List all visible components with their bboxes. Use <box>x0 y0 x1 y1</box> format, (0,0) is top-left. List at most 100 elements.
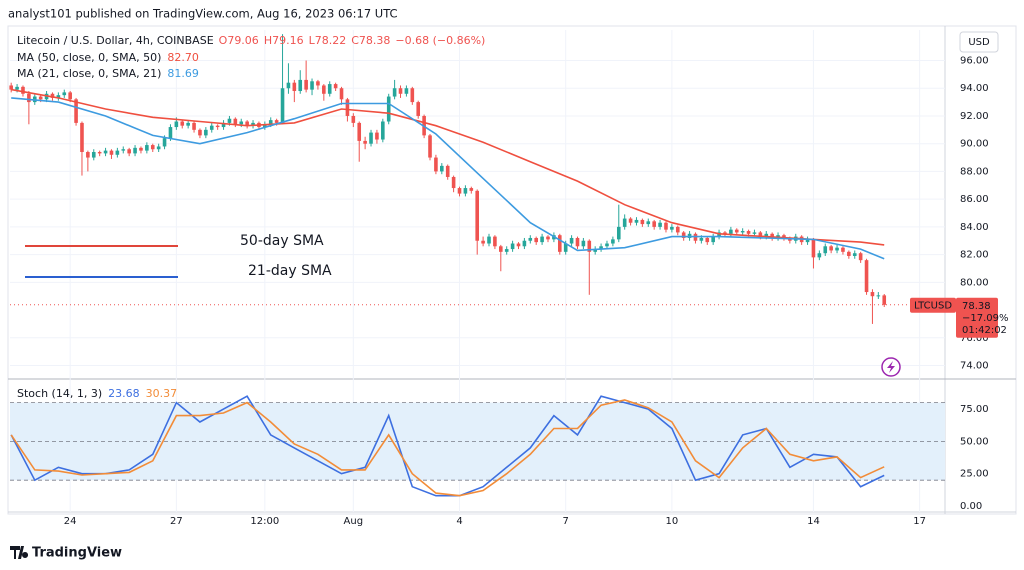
axes: 96.00 94.00 92.00 90.00 88.00 86.00 84.00 82.00… <box>64 56 1009 527</box>
y-tick-label: 88.00 <box>960 166 989 177</box>
footer: TradingView <box>32 546 122 561</box>
candle-body <box>546 236 550 240</box>
candle-body <box>198 129 202 136</box>
candle-body <box>457 188 462 194</box>
series-line <box>11 88 885 246</box>
candle-body <box>870 292 875 297</box>
currency[interactable]: USD <box>968 37 990 48</box>
symbol-title: Litecoin / U.S. Dollar, 4h, COINBASE <box>17 34 214 47</box>
lightning <box>887 361 895 373</box>
candle-body <box>322 85 326 94</box>
candle-body <box>451 176 456 189</box>
candle-body <box>209 125 214 130</box>
candle-body <box>864 260 869 293</box>
candle-body <box>593 249 597 252</box>
candle-body <box>823 246 828 254</box>
candle-body <box>440 165 444 172</box>
candle-body <box>263 124 267 128</box>
candle-body <box>310 81 314 90</box>
candle-body <box>469 188 474 191</box>
legend-main: Litecoin / U.S. Dollar, 4h, COINBASE O79.… <box>17 34 485 47</box>
candle-body <box>528 237 533 241</box>
candle-body <box>858 253 863 261</box>
candle-body <box>622 218 627 227</box>
candle-body <box>841 247 845 252</box>
candle-body <box>646 221 651 225</box>
candle-body <box>664 222 668 230</box>
candle-body <box>245 121 249 126</box>
candle-body <box>392 88 397 97</box>
y-tick-label: 80.00 <box>960 277 989 288</box>
candle-body <box>752 232 757 234</box>
candle-body <box>274 120 279 123</box>
series-name: MA (50, close, 0, SMA, 50) <box>17 51 161 64</box>
x-tick-label: Aug <box>344 516 364 527</box>
y-tick-label: 92.00 <box>960 111 989 122</box>
candle-body <box>770 233 774 238</box>
candle-body <box>204 129 208 136</box>
candle-body <box>80 122 84 153</box>
candle-body <box>156 146 161 150</box>
candle-body <box>168 127 173 139</box>
candle-body <box>21 86 25 94</box>
y-tick-label: 0.00 <box>960 501 982 512</box>
candle-body <box>675 226 680 233</box>
candle-body <box>233 118 238 125</box>
candle-body <box>386 96 391 122</box>
candle-body <box>97 152 102 154</box>
candle-body <box>251 122 255 126</box>
annotation: 50-day SMA <box>240 233 324 249</box>
candle-body <box>227 118 232 123</box>
candle-body <box>416 102 421 116</box>
candle-body <box>74 99 78 123</box>
x-tick-label: 4 <box>456 516 462 527</box>
candle-body <box>298 79 303 92</box>
legend-ma50: MA (50, close, 0, SMA, 50) 82.70 <box>17 51 199 64</box>
candle-body <box>681 232 686 238</box>
change-label: −17.09% <box>962 313 1009 324</box>
candle-body <box>599 246 603 250</box>
candle-body <box>292 82 297 92</box>
candle-body <box>215 125 220 128</box>
candle-body <box>616 226 621 240</box>
x-tick-label: 24 <box>64 516 77 527</box>
candle-body <box>611 239 615 244</box>
candle-body <box>133 147 137 154</box>
candle-body <box>62 92 67 96</box>
candle-body <box>150 145 155 150</box>
candle-body <box>363 140 367 144</box>
indicator-title: Stoch (14, 1, 3) <box>17 387 102 400</box>
candle-body <box>835 247 839 251</box>
candle-body <box>522 240 527 247</box>
candle-body <box>56 95 61 98</box>
candle-body <box>115 150 120 155</box>
price-label-box <box>956 297 998 338</box>
x-tick-label: 27 <box>170 516 183 527</box>
candle-body <box>587 240 592 252</box>
y-tick-label: 82.00 <box>960 250 989 261</box>
legend-ma21: MA (21, close, 0, SMA, 21) 81.69 <box>17 67 199 80</box>
y-tick-label: 75.00 <box>960 404 989 415</box>
candle-body <box>91 152 96 158</box>
y-tick-label: 86.00 <box>960 194 989 205</box>
candle-body <box>339 88 344 100</box>
ohlc: O79.06 <box>219 34 259 47</box>
candle-body <box>569 237 574 244</box>
candle-body <box>174 121 179 128</box>
x-tick-label: 12:00 <box>250 516 279 527</box>
x-tick-label: 14 <box>807 516 820 527</box>
candle-body <box>782 235 786 238</box>
candle-body <box>398 88 403 94</box>
candle-body <box>705 237 710 243</box>
candle-body <box>740 231 745 233</box>
currency-box[interactable] <box>959 31 999 53</box>
candle-body <box>510 243 515 250</box>
candle-body <box>746 231 751 234</box>
candle-body <box>121 149 126 151</box>
grid <box>10 30 945 512</box>
series-name: MA (21, close, 0, SMA, 21) <box>17 67 161 80</box>
y-tick-label: 96.00 <box>960 56 989 67</box>
candle-body <box>723 232 727 234</box>
series-line <box>10 395 885 497</box>
